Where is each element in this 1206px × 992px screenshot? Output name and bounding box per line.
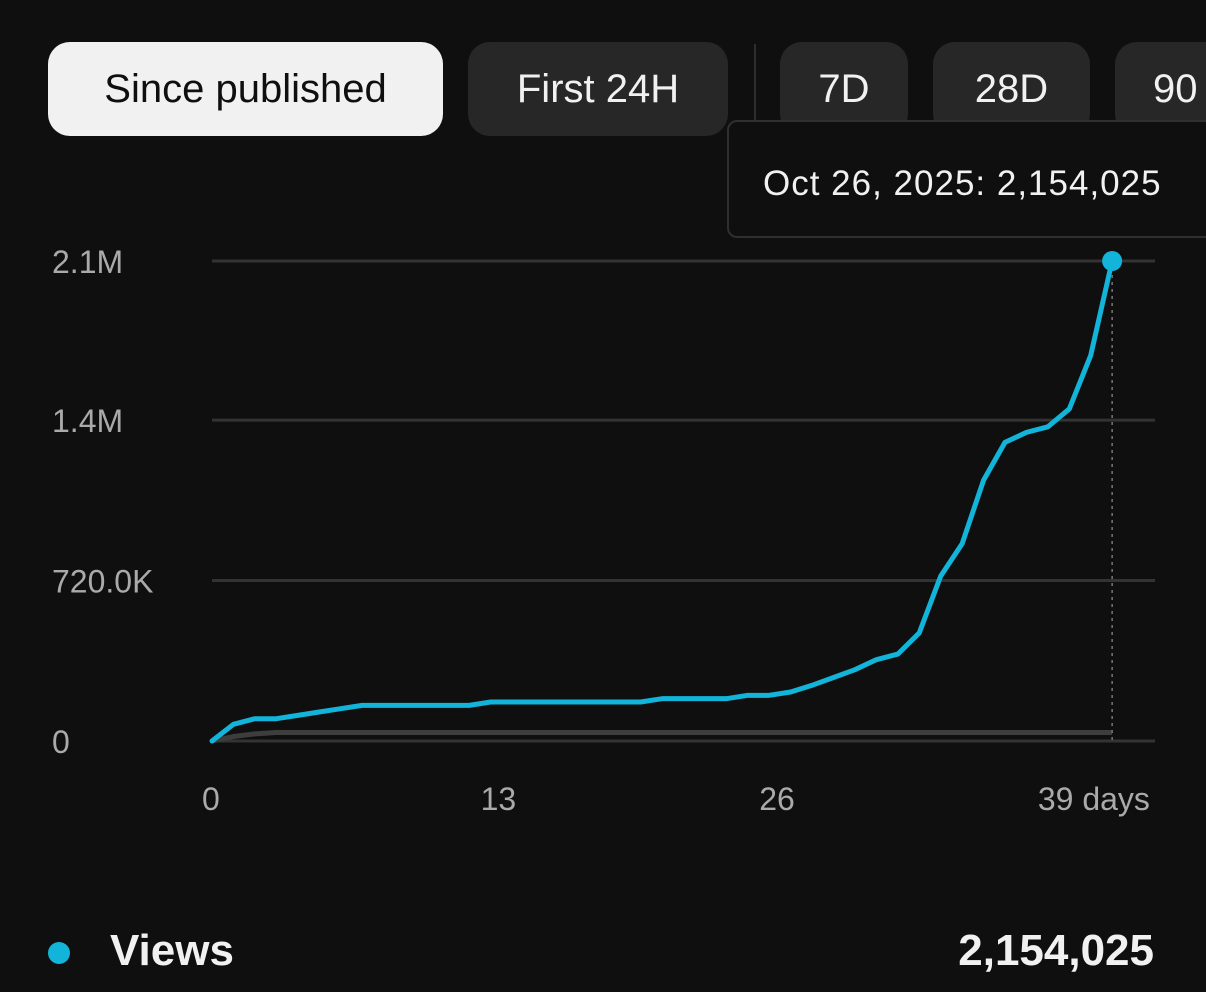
filter-chip-first-24h[interactable]: First 24H xyxy=(468,42,728,136)
y-tick-label-0: 0 xyxy=(52,724,70,760)
chart-series xyxy=(209,251,1123,744)
chart-gridlines xyxy=(212,259,1155,743)
legend-series-dot xyxy=(48,942,70,964)
filter-chip-90d[interactable]: 90 xyxy=(1115,42,1206,136)
filter-chip-since-published[interactable]: Since published xyxy=(48,42,443,136)
legend-series-total: 2,154,025 xyxy=(958,926,1154,975)
tooltip-text: Oct 26, 2025: 2,154,025 xyxy=(763,164,1162,203)
x-tick-label-0: 0 xyxy=(202,781,220,817)
views-highlight-point xyxy=(1102,251,1123,271)
chart-x-axis: 0 13 26 39 days xyxy=(202,781,1150,817)
y-tick-label-2: 1.4M xyxy=(52,403,123,439)
chart-y-axis: 0 720.0K 1.4M 2.1M xyxy=(52,244,153,760)
baseline-series-line xyxy=(211,730,1113,744)
views-line-chart: 0 720.0K 1.4M 2.1M 0 13 26 39 days xyxy=(52,244,1155,817)
x-tick-label-2: 26 xyxy=(759,781,795,817)
views-series-line xyxy=(209,258,1115,744)
x-tick-label-1: 13 xyxy=(481,781,517,817)
y-tick-label-3: 2.1M xyxy=(52,244,123,280)
filter-divider xyxy=(754,44,756,136)
legend-series-label: Views xyxy=(110,926,234,975)
y-tick-label-1: 720.0K xyxy=(52,564,153,600)
chart-legend: Views 2,154,025 xyxy=(0,900,1206,992)
date-range-filter-bar: Since published First 24H 7D 28D 90 xyxy=(0,0,1206,160)
x-tick-label-3: 39 days xyxy=(1038,781,1150,817)
filter-chip-28d[interactable]: 28D xyxy=(933,42,1090,136)
filter-chip-7d[interactable]: 7D xyxy=(780,42,908,136)
